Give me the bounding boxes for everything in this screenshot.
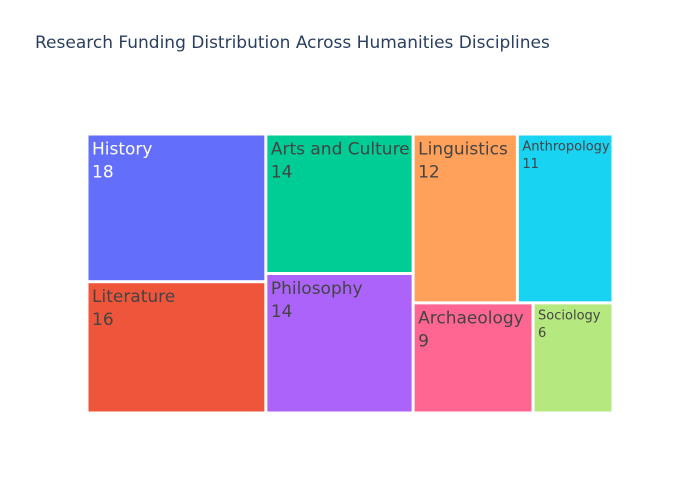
tile-label-linguistics: Linguistics (418, 140, 508, 160)
tile-literature[interactable]: Literature 16 (88, 283, 265, 412)
tile-label-arts-and-culture: Arts and Culture (271, 140, 410, 160)
tile-sociology[interactable]: Sociology 6 (534, 304, 612, 412)
tile-value-sociology: 6 (538, 326, 546, 341)
tile-rect-arts-and-culture (267, 135, 412, 272)
tile-value-literature: 16 (92, 310, 114, 330)
tile-value-anthropology: 11 (522, 157, 539, 172)
tile-label-philosophy: Philosophy (271, 279, 363, 299)
tile-rect-anthropology (518, 135, 612, 302)
tile-label-anthropology: Anthropology (522, 140, 610, 155)
chart-title: Research Funding Distribution Across Hum… (35, 33, 550, 53)
tile-value-linguistics: 12 (418, 162, 440, 182)
tile-label-history: History (92, 140, 152, 160)
tile-label-archaeology: Archaeology (418, 308, 524, 328)
tile-philosophy[interactable]: Philosophy 14 (267, 275, 412, 412)
tile-value-arts-and-culture: 14 (271, 162, 293, 182)
tile-rect-sociology (534, 304, 612, 412)
tile-rect-linguistics (414, 135, 516, 302)
tile-rect-history (88, 135, 265, 281)
tile-value-philosophy: 14 (271, 302, 293, 322)
tile-anthropology[interactable]: Anthropology 11 (518, 135, 612, 302)
tile-rect-philosophy (267, 275, 412, 412)
tile-value-history: 18 (92, 162, 114, 182)
tile-value-archaeology: 9 (418, 331, 429, 351)
tile-label-sociology: Sociology (538, 308, 601, 323)
tile-rect-archaeology (414, 304, 532, 412)
tile-archaeology[interactable]: Archaeology 9 (414, 304, 532, 412)
tile-label-literature: Literature (92, 287, 175, 307)
tile-rect-literature (88, 283, 265, 412)
